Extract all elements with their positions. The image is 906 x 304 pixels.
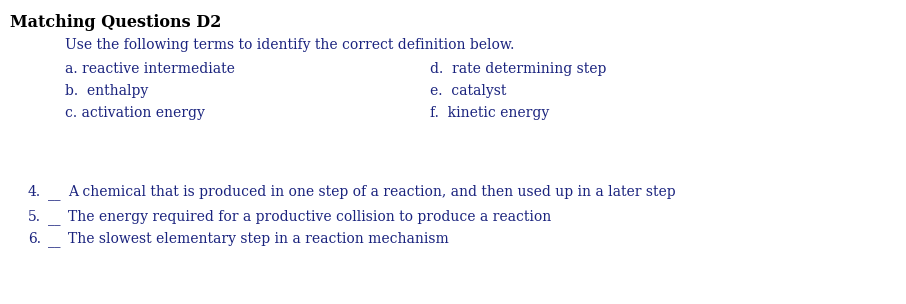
Text: d.  rate determining step: d. rate determining step <box>430 62 606 76</box>
Text: b.  enthalpy: b. enthalpy <box>65 84 149 98</box>
Text: __: __ <box>48 213 61 226</box>
Text: The energy required for a productive collision to produce a reaction: The energy required for a productive col… <box>68 210 551 224</box>
Text: c. activation energy: c. activation energy <box>65 106 205 120</box>
Text: __: __ <box>48 188 61 201</box>
Text: Use the following terms to identify the correct definition below.: Use the following terms to identify the … <box>65 38 515 52</box>
Text: e.  catalyst: e. catalyst <box>430 84 506 98</box>
Text: A chemical that is produced in one step of a reaction, and then used up in a lat: A chemical that is produced in one step … <box>68 185 676 199</box>
Text: __: __ <box>48 235 61 248</box>
Text: 5.: 5. <box>28 210 41 224</box>
Text: Matching Questions D2: Matching Questions D2 <box>10 14 221 31</box>
Text: a. reactive intermediate: a. reactive intermediate <box>65 62 235 76</box>
Text: 4.: 4. <box>28 185 41 199</box>
Text: f.  kinetic energy: f. kinetic energy <box>430 106 549 120</box>
Text: 6.: 6. <box>28 232 41 246</box>
Text: The slowest elementary step in a reaction mechanism: The slowest elementary step in a reactio… <box>68 232 448 246</box>
